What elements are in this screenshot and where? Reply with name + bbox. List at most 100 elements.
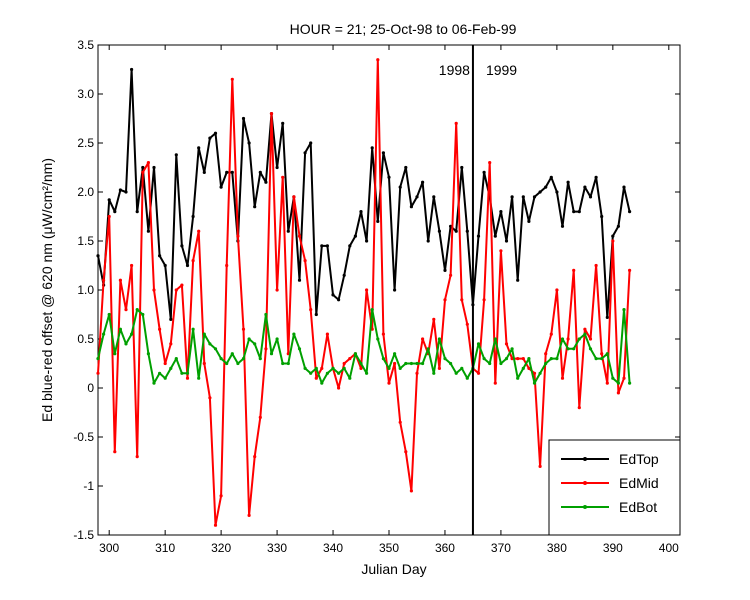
legend-marker-edtop — [583, 457, 587, 461]
data-point-edbot — [292, 332, 296, 336]
data-point-edmid — [230, 77, 234, 81]
data-point-edtop — [521, 195, 525, 199]
data-point-edmid — [118, 278, 122, 282]
data-point-edtop — [213, 131, 218, 135]
data-point-edtop — [286, 229, 290, 233]
data-point-edbot — [241, 357, 246, 361]
data-point-edmid — [549, 332, 553, 336]
data-point-edtop — [337, 298, 341, 302]
data-point-edmid — [460, 298, 464, 302]
data-point-edtop — [264, 180, 268, 184]
y-tick-label: -1.5 — [73, 528, 94, 542]
data-point-edtop — [342, 273, 346, 277]
data-point-edbot — [454, 371, 458, 375]
data-point-edmid — [269, 112, 274, 116]
data-point-edtop — [314, 312, 318, 317]
data-point-edbot — [555, 357, 559, 361]
y-tick-label: 2.5 — [77, 136, 94, 150]
data-point-edtop — [169, 317, 173, 321]
data-point-edtop — [426, 239, 430, 243]
data-point-edtop — [549, 175, 553, 179]
data-point-edtop — [158, 254, 162, 258]
data-point-edbot — [493, 337, 497, 341]
legend-box — [548, 439, 681, 536]
x-tick-label: 320 — [211, 541, 231, 555]
data-point-edtop — [230, 170, 234, 174]
data-point-edtop — [331, 293, 335, 297]
data-point-edmid — [236, 234, 240, 238]
data-point-edmid — [253, 455, 257, 459]
data-point-edmid — [449, 273, 453, 277]
data-point-edtop — [538, 190, 542, 194]
data-point-edtop — [219, 185, 223, 189]
data-point-edbot — [387, 366, 391, 370]
data-point-edbot — [180, 371, 184, 375]
data-point-edmid — [493, 381, 497, 385]
series-line-edmid — [97, 58, 631, 527]
data-point-edmid — [421, 337, 425, 341]
data-point-edbot — [146, 352, 150, 356]
data-point-edtop — [437, 229, 441, 233]
data-point-edbot — [258, 357, 262, 361]
data-point-edmid — [437, 366, 441, 370]
data-point-edtop — [460, 165, 464, 170]
data-point-edtop — [387, 175, 391, 179]
data-point-edbot — [124, 342, 128, 346]
y-tick-label: 0 — [87, 381, 94, 395]
data-point-edmid — [107, 214, 111, 219]
data-point-edtop — [393, 288, 397, 292]
data-point-edmid — [476, 371, 481, 375]
data-point-edmid — [348, 357, 352, 361]
data-point-edmid — [365, 288, 369, 292]
data-point-edmid — [432, 317, 436, 321]
series-layer — [96, 58, 632, 527]
data-point-edmid — [404, 450, 408, 454]
data-point-edtop — [499, 210, 503, 214]
data-point-edtop — [560, 224, 565, 228]
data-point-edtop — [544, 185, 548, 189]
data-point-edtop — [577, 210, 581, 214]
data-point-edbot — [359, 361, 363, 366]
data-point-edmid — [572, 268, 576, 272]
data-point-edmid — [202, 361, 206, 366]
data-point-edbot — [169, 366, 173, 370]
data-point-edbot — [342, 366, 346, 370]
legend-marker-edbot — [583, 505, 587, 509]
y-tick-label: 1.5 — [77, 234, 94, 248]
data-point-edtop — [146, 229, 150, 233]
data-point-edmid — [275, 288, 279, 292]
data-point-edbot — [102, 332, 106, 336]
data-point-edmid — [409, 489, 413, 493]
data-point-edtop — [118, 188, 122, 192]
data-point-edtop — [130, 67, 134, 72]
data-point-edbot — [381, 357, 385, 361]
data-point-edbot — [202, 332, 206, 336]
data-point-edbot — [415, 361, 419, 366]
data-point-edbot — [544, 361, 548, 366]
data-point-edbot — [158, 371, 162, 375]
y-tick-label: 2.0 — [77, 185, 94, 199]
data-point-edmid — [393, 361, 397, 366]
data-point-edtop — [421, 180, 425, 184]
data-point-edbot — [309, 371, 313, 375]
y-tick-label: 1.0 — [77, 283, 94, 297]
data-point-edtop — [107, 198, 111, 202]
data-point-edtop — [622, 185, 626, 189]
data-point-edbot — [432, 371, 436, 375]
data-point-edbot — [225, 361, 229, 366]
data-point-edmid — [292, 195, 296, 199]
data-point-edtop — [370, 146, 374, 150]
legend: EdTop EdMid EdBot — [548, 439, 681, 536]
data-point-edmid — [532, 371, 537, 375]
data-point-edtop — [275, 165, 279, 170]
data-point-edtop — [583, 185, 587, 189]
data-point-edmid — [258, 415, 262, 419]
data-point-edbot — [588, 347, 593, 351]
data-point-edtop — [348, 244, 352, 248]
data-point-edmid — [96, 371, 100, 375]
data-point-edbot — [303, 366, 307, 370]
y-tick-label: 3.5 — [77, 38, 94, 52]
data-point-edmid — [208, 396, 212, 400]
data-point-edbot — [504, 357, 509, 361]
data-point-edbot — [348, 376, 352, 380]
